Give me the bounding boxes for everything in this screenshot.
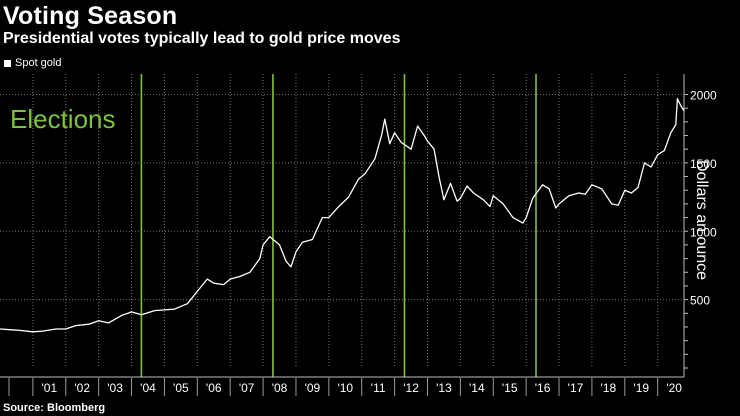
x-tick-label: '07	[239, 381, 255, 395]
y-tick-label: 500	[690, 294, 710, 308]
legend-label-spot-gold: Spot gold	[15, 57, 62, 69]
series-line-spot-gold	[0, 97, 685, 333]
gridlines	[0, 74, 684, 368]
chart-subtitle: Presidential votes typically lead to gol…	[3, 30, 401, 47]
x-tick-label: '20	[666, 381, 682, 395]
x-tick-label: '13	[436, 381, 452, 395]
x-tick-label: '19	[633, 381, 649, 395]
x-tick-label: '08	[272, 381, 288, 395]
y-tick-label: 2000	[690, 89, 717, 103]
x-tick-label: '16	[535, 381, 551, 395]
legend-swatch-spot-gold	[4, 59, 11, 67]
x-tick-label: '03	[107, 381, 123, 395]
x-tick-label: '06	[206, 381, 222, 395]
x-tick-label: '15	[502, 381, 518, 395]
source-note: Source: Bloomberg	[3, 402, 106, 414]
x-tick-label: '10	[337, 381, 353, 395]
x-tick-label: '11	[371, 381, 386, 395]
election-lines	[140, 74, 537, 377]
y-tick-label: 1000	[690, 225, 717, 239]
chart-title: Voting Season	[3, 2, 178, 30]
x-tick-label: '18	[601, 381, 617, 395]
series-layer	[0, 97, 685, 333]
x-tick-label: '02	[74, 381, 90, 395]
y-tick-label: 1500	[690, 157, 717, 171]
x-tick-label: '17	[568, 381, 584, 395]
x-tick-label: '01	[42, 381, 58, 395]
elections-annotation: Elections	[10, 104, 116, 134]
x-tick-label: '12	[403, 381, 419, 395]
x-tick-label: '14	[469, 381, 485, 395]
x-tick-label: '04	[140, 381, 156, 395]
axes: 500 1000 1500 2000 '01 '02 '03 '04 '05 '06 '07 '08 '…	[0, 74, 717, 396]
y-axis-label: Dollars an ounce	[693, 160, 710, 280]
x-tick-label: '05	[173, 381, 189, 395]
x-tick-label: '09	[305, 381, 321, 395]
legend: Spot gold	[4, 57, 61, 69]
